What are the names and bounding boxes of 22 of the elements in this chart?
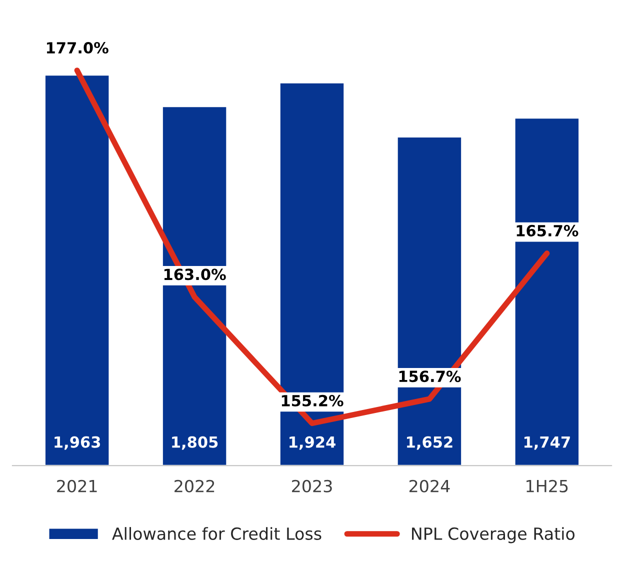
data-label: 155.2% — [282, 394, 344, 406]
legend-label: NPL Coverage Ratio — [412, 527, 575, 544]
bar — [396, 136, 462, 466]
data-label: 1,652 — [407, 436, 452, 450]
data-label: 1,963 — [54, 436, 100, 450]
data-label: 1,924 — [290, 436, 336, 450]
bar — [162, 106, 228, 466]
data-label: 1,747 — [524, 436, 570, 450]
x-tick-label: 2023 — [292, 480, 332, 492]
x-tick-label: 2024 — [409, 480, 450, 492]
bar — [514, 117, 580, 466]
x-tick-label: 2022 — [174, 480, 214, 492]
bar — [279, 82, 345, 466]
legend-label: Allowance for Credit Loss — [112, 527, 322, 540]
data-label: 1,805 — [172, 436, 218, 450]
data-label: 165.7% — [516, 224, 578, 236]
x-tick-label: 1H25 — [526, 480, 568, 492]
x-tick-label: 2021 — [57, 480, 97, 492]
bar — [44, 74, 110, 466]
data-label: 156.7% — [399, 370, 461, 382]
data-label: 163.0% — [164, 268, 226, 280]
data-label: 177.0% — [46, 42, 108, 54]
